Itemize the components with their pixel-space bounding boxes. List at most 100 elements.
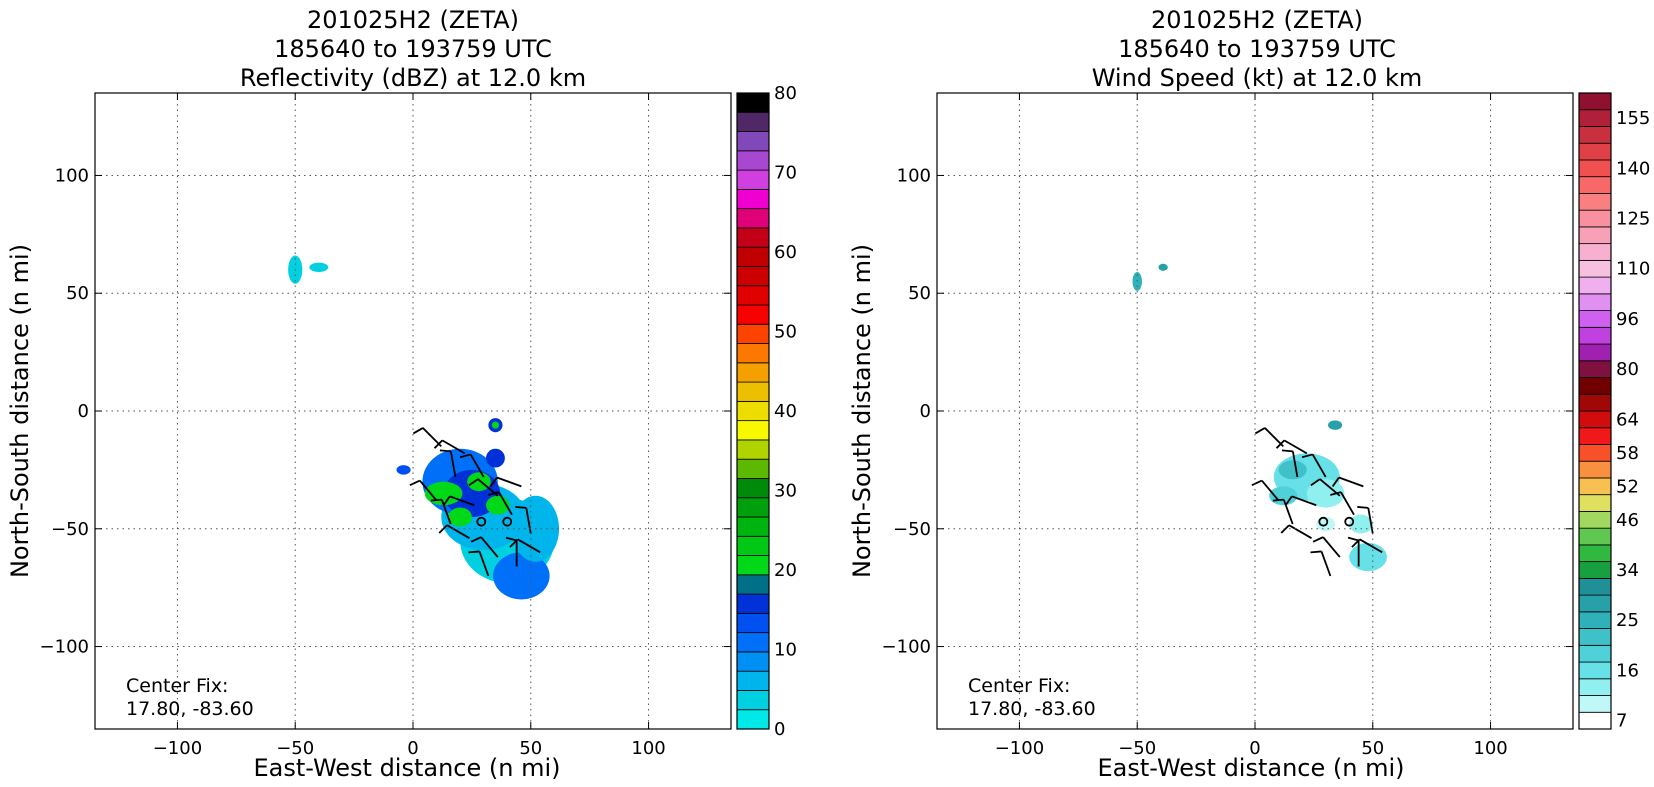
reflectivity-wind-barb bbox=[509, 538, 541, 554]
wind-speed-x-tick-label: −50 bbox=[1118, 738, 1156, 759]
wind-speed-colorbar-swatch bbox=[1578, 527, 1612, 546]
wind-speed-colorbar-swatch bbox=[1578, 343, 1612, 362]
reflectivity-colorbar-swatch bbox=[736, 593, 770, 614]
wind-speed-wind-barb bbox=[1310, 550, 1332, 577]
wind-speed-colorbar-swatch bbox=[1578, 159, 1612, 178]
reflectivity-colorbar-tick-label: 70 bbox=[774, 163, 797, 184]
wind-speed-colorbar-swatch bbox=[1578, 377, 1612, 395]
reflectivity-colorbar-tick-label: 0 bbox=[774, 719, 785, 740]
reflectivity-colorbar-swatch bbox=[736, 555, 770, 576]
reflectivity-title-line-2: 185640 to 193759 UTC bbox=[274, 35, 552, 63]
wind-speed-wind-barb bbox=[1331, 476, 1364, 488]
wind-speed-panel: 201025H2 (ZETA) 185640 to 193759 UTC Win… bbox=[848, 6, 1650, 782]
wind-speed-colorbar-swatch bbox=[1578, 92, 1612, 111]
reflectivity-colorbar-tick-label: 10 bbox=[774, 640, 797, 661]
wind-speed-colorbar-swatch bbox=[1578, 427, 1612, 445]
reflectivity-colorbar-swatch bbox=[736, 285, 770, 306]
wind-speed-colorbar-tick-label: 25 bbox=[1616, 610, 1639, 631]
wind-speed-colorbar-swatch bbox=[1578, 326, 1612, 345]
wind-speed-echo-cell bbox=[1328, 420, 1343, 430]
reflectivity-wind-barb bbox=[442, 495, 475, 507]
reflectivity-wind-barb bbox=[430, 498, 452, 525]
wind-speed-colorbar-swatch bbox=[1578, 477, 1612, 496]
wind-speed-colorbar-swatch bbox=[1578, 711, 1612, 730]
reflectivity-colorbar-tick-label: 60 bbox=[774, 242, 797, 263]
wind-speed-wind-barb bbox=[1301, 453, 1327, 478]
reflectivity-wind-barb bbox=[439, 449, 457, 478]
reflectivity-colorbar-swatch bbox=[736, 227, 770, 248]
wind-speed-colorbar-swatch bbox=[1578, 243, 1612, 261]
reflectivity-colorbar-frame bbox=[736, 92, 770, 730]
reflectivity-wind-barb bbox=[505, 536, 518, 567]
wind-speed-wind-barb bbox=[1284, 495, 1317, 507]
wind-speed-y-axis-label: North-South distance (n mi) bbox=[848, 244, 876, 578]
reflectivity-x-tick-label: −100 bbox=[153, 738, 202, 759]
wind-speed-echo-cell bbox=[1278, 460, 1307, 480]
reflectivity-calm-marker bbox=[502, 516, 513, 527]
wind-speed-colorbar-swatch bbox=[1578, 511, 1612, 529]
wind-speed-wind-barb bbox=[1254, 427, 1284, 447]
reflectivity-y-tick-label: 100 bbox=[55, 165, 89, 186]
reflectivity-colorbar-swatch bbox=[736, 690, 770, 711]
wind-speed-colorbar-tick-label: 52 bbox=[1616, 476, 1639, 497]
reflectivity-echo-cell bbox=[309, 262, 329, 273]
wind-speed-colorbar-tick-label: 58 bbox=[1616, 443, 1639, 464]
reflectivity-colorbar-swatch bbox=[736, 150, 770, 171]
reflectivity-colorbar-tick-label: 80 bbox=[774, 83, 797, 104]
reflectivity-wind-barb bbox=[433, 439, 466, 455]
wind-speed-colorbar-swatch bbox=[1578, 393, 1612, 412]
reflectivity-colorbar-swatch bbox=[736, 612, 770, 634]
reflectivity-colorbar-swatch bbox=[736, 266, 770, 287]
wind-speed-title-line-1: 201025H2 (ZETA) bbox=[1151, 6, 1363, 34]
reflectivity-wind-barb bbox=[438, 524, 470, 539]
wind-speed-calm-marker bbox=[1344, 516, 1355, 527]
reflectivity-colorbar-swatch bbox=[736, 535, 770, 556]
reflectivity-wind-barb bbox=[412, 427, 442, 447]
reflectivity-y-tick-label: 0 bbox=[78, 401, 89, 422]
wind-speed-plot-area: −100 −50 0 50 100 −100 −50 0 50 100 bbox=[882, 92, 1574, 759]
wind-speed-colorbar-swatch bbox=[1578, 594, 1612, 613]
wind-speed-colorbar-swatch bbox=[1578, 109, 1612, 127]
reflectivity-center-fix-label: Center Fix: bbox=[126, 675, 228, 697]
wind-speed-colorbar-tick-label: 140 bbox=[1616, 158, 1650, 179]
wind-speed-colorbar-swatch bbox=[1578, 544, 1612, 563]
wind-speed-x-axis-label: East-West distance (n mi) bbox=[1097, 754, 1404, 782]
reflectivity-plot-area: −100 −50 0 50 100 −100 −50 0 50 100 bbox=[40, 92, 732, 759]
wind-speed-colorbar-swatch bbox=[1578, 276, 1612, 295]
reflectivity-colorbar-swatch bbox=[736, 478, 770, 499]
wind-speed-colorbar-swatch bbox=[1578, 494, 1612, 512]
wind-speed-center-fix-value: 17.80, -83.60 bbox=[968, 698, 1096, 720]
reflectivity-colorbar-swatch bbox=[736, 362, 770, 383]
reflectivity-colorbar-swatch bbox=[736, 458, 770, 479]
reflectivity-x-tick-label: 50 bbox=[519, 738, 542, 759]
wind-speed-colorbar-tick-label: 155 bbox=[1616, 108, 1650, 129]
reflectivity-y-tick-label: −50 bbox=[51, 519, 89, 540]
reflectivity-echo-cell bbox=[448, 507, 472, 527]
reflectivity-wind-barb bbox=[409, 479, 438, 502]
wind-speed-y-tick-label: 0 bbox=[920, 401, 931, 422]
wind-speed-colorbar-tick-label: 110 bbox=[1616, 259, 1650, 280]
wind-speed-colorbar-tick-label: 46 bbox=[1616, 510, 1639, 531]
wind-speed-colorbar-frame bbox=[1578, 92, 1612, 730]
wind-speed-colorbar-swatch bbox=[1578, 259, 1612, 278]
reflectivity-colorbar-swatch bbox=[736, 439, 770, 460]
wind-speed-y-tick-label: −50 bbox=[893, 519, 931, 540]
wind-speed-colorbar-swatch bbox=[1578, 661, 1612, 680]
reflectivity-colorbar-swatch bbox=[736, 497, 770, 518]
reflectivity-colorbar-tick-label: 40 bbox=[774, 401, 797, 422]
reflectivity-echo-cell bbox=[493, 552, 550, 600]
reflectivity-wind-barb bbox=[468, 550, 490, 577]
reflectivity-colorbar: 0 10 20 30 40 50 60 70 80 bbox=[736, 83, 797, 740]
wind-speed-colorbar-swatch bbox=[1578, 577, 1612, 596]
reflectivity-title-line-1: 201025H2 (ZETA) bbox=[307, 6, 519, 34]
reflectivity-y-tick-label: −100 bbox=[40, 637, 89, 658]
wind-speed-wind-barb bbox=[1351, 538, 1383, 554]
wind-speed-colorbar-swatch bbox=[1578, 678, 1612, 696]
wind-speed-echo-cell bbox=[1158, 263, 1168, 271]
reflectivity-colorbar-swatch bbox=[736, 400, 770, 422]
reflectivity-colorbar-swatch bbox=[736, 420, 770, 441]
wind-speed-x-tick-label: 100 bbox=[1473, 738, 1507, 759]
wind-speed-colorbar-swatch bbox=[1578, 226, 1612, 245]
reflectivity-colorbar-tick-label: 20 bbox=[774, 560, 797, 581]
reflectivity-colorbar-swatch bbox=[736, 169, 770, 190]
